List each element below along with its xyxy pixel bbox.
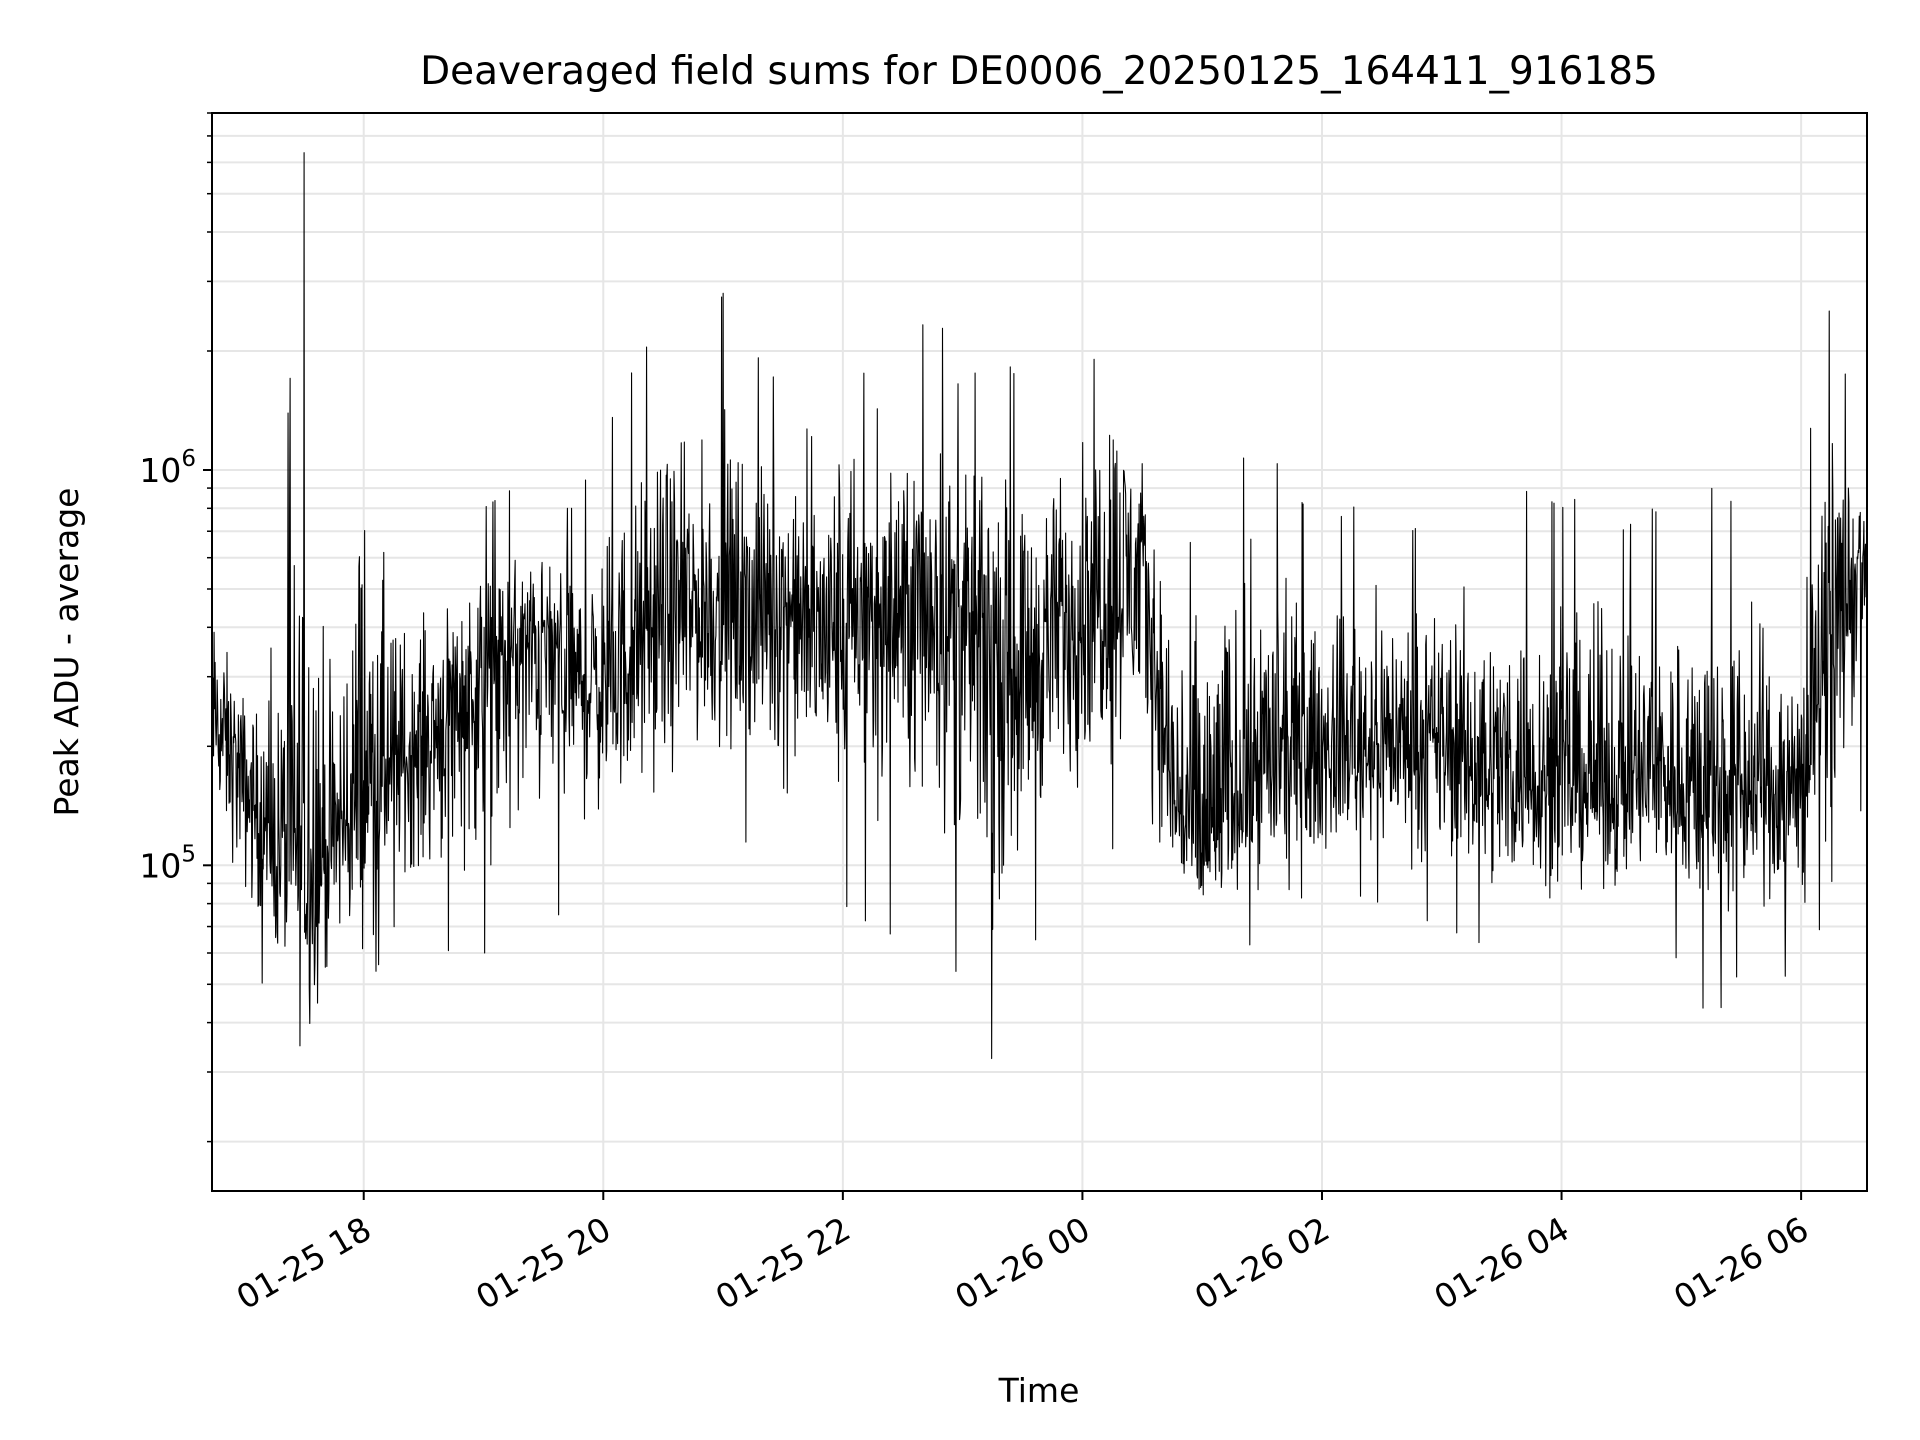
plot-area: [211, 152, 1868, 1060]
y-tick-exponent: 6: [181, 446, 196, 472]
y-tick-base: 10: [139, 846, 181, 885]
y-tick-exponent: 5: [181, 841, 196, 867]
chart-title: Deaveraged field sums for DE0006_2025012…: [420, 49, 1658, 94]
y-axis-label: Peak ADU - average: [47, 488, 86, 817]
y-tick-label: 106: [139, 446, 196, 490]
y-tick-label: 105: [139, 841, 196, 885]
x-axis-label: Time: [998, 1371, 1080, 1410]
axes-frame: [211, 112, 1868, 1192]
series-line: [211, 152, 1868, 1060]
y-tick-base: 10: [139, 451, 181, 490]
